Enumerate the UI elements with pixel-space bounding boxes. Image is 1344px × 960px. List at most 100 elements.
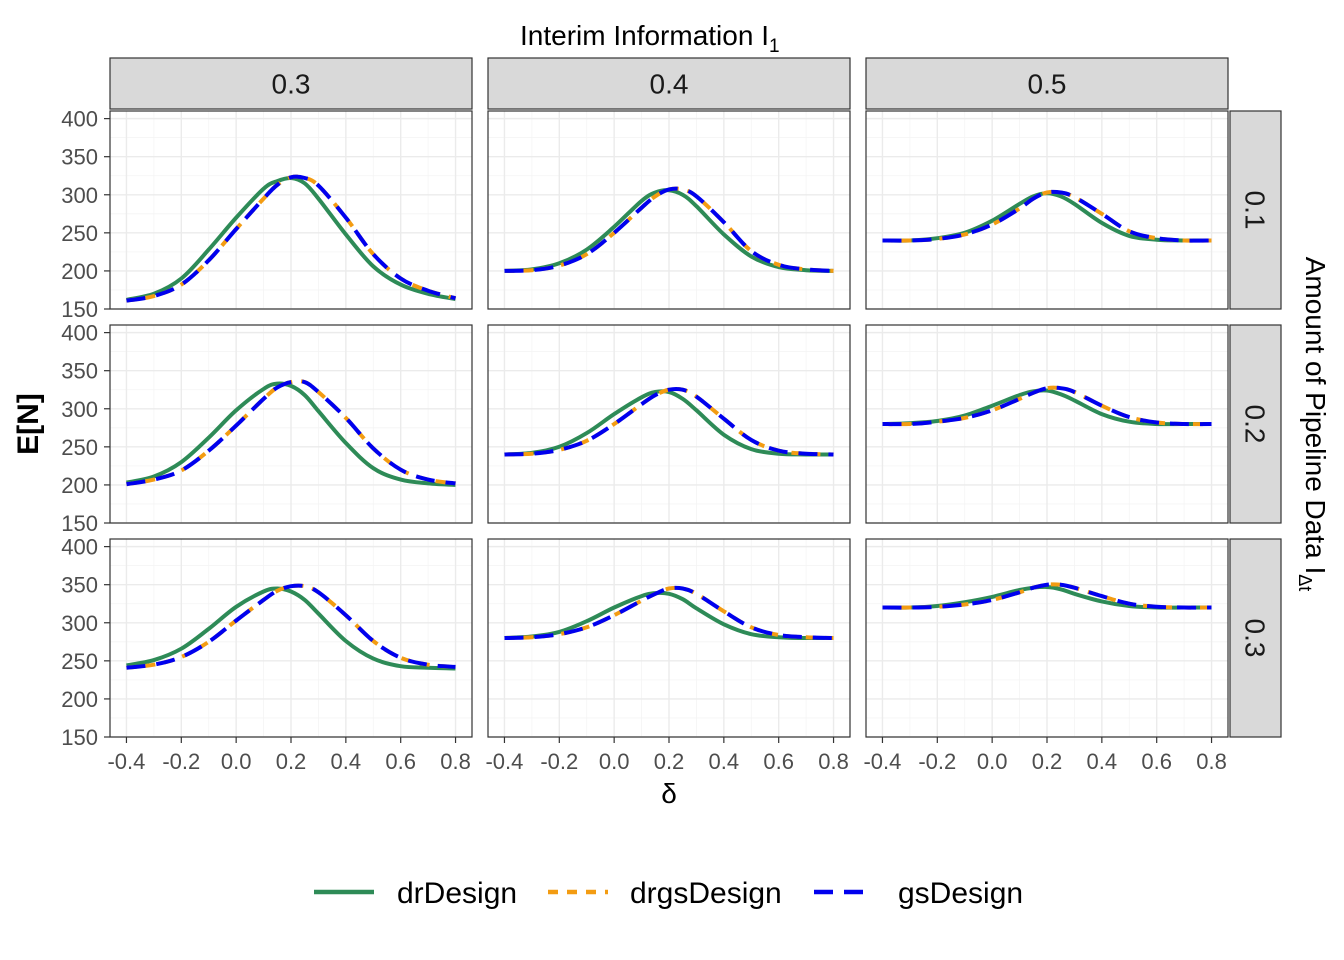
column-strip-0.5: 0.5 — [865, 57, 1229, 110]
series-line-gsDesign — [126, 379, 456, 487]
y-tick-label: 400 — [61, 107, 98, 132]
y-tick-label: 200 — [61, 687, 98, 712]
y-tick-label: 200 — [61, 259, 98, 284]
series-lines — [882, 189, 1212, 243]
series-lines — [126, 379, 456, 487]
panel-col-0.5-row-0.2 — [865, 324, 1229, 524]
panel-col-0.3-row-0.2 — [109, 324, 473, 524]
series-line-drDesign — [126, 586, 456, 671]
y-tick-label: 350 — [61, 359, 98, 384]
x-tick-label: 0.4 — [1087, 749, 1118, 774]
x-tick-label: -0.4 — [485, 749, 523, 774]
row-strip-label: 0.1 — [1240, 191, 1271, 230]
panel-border — [487, 110, 851, 310]
series-lines — [504, 186, 834, 273]
x-tick-label: 0.6 — [385, 749, 416, 774]
x-axis-label: δ — [661, 778, 677, 809]
series-line-gsDesign — [882, 189, 1212, 243]
x-tick-label: 0.0 — [977, 749, 1008, 774]
series-lines — [504, 585, 834, 641]
y-tick-label: 350 — [61, 145, 98, 170]
right-strip-title-subscript: Δt — [1295, 574, 1315, 591]
y-tick-label: 300 — [61, 397, 98, 422]
legend-label: drDesign — [397, 877, 517, 910]
series-line-gsDesign — [882, 582, 1212, 610]
y-tick-label: 350 — [61, 573, 98, 598]
x-tick-label: -0.4 — [863, 749, 901, 774]
y-tick-label: 300 — [61, 611, 98, 636]
x-tick-label: 0.8 — [440, 749, 471, 774]
row-strip-0.1: 0.1 — [1229, 110, 1282, 310]
series-line-drDesign — [504, 389, 834, 457]
row-strip-label: 0.3 — [1240, 619, 1271, 658]
series-line-gsDesign — [126, 583, 456, 670]
series-lines — [504, 386, 834, 457]
axes: 1502002503003504001502002503003504001502… — [61, 107, 1227, 774]
series-line-gsDesign — [126, 174, 457, 303]
y-tick-label: 200 — [61, 473, 98, 498]
y-tick-label: 150 — [61, 297, 98, 322]
panel-col-0.3-row-0.1 — [109, 110, 473, 310]
panel-col-0.5-row-0.1 — [865, 110, 1229, 310]
column-strip-label: 0.5 — [1028, 69, 1067, 100]
x-tick-label: 0.6 — [763, 749, 794, 774]
x-tick-label: 0.4 — [331, 749, 362, 774]
chart-title: Interim Information I1 — [520, 20, 780, 57]
panel-border — [487, 324, 851, 524]
x-tick-label: 0.2 — [654, 749, 685, 774]
panel-border — [109, 324, 473, 524]
panel-col-0.5-row-0.3 — [865, 538, 1229, 738]
row-strip-0.3: 0.3 — [1229, 538, 1282, 738]
column-strip-label: 0.3 — [272, 69, 311, 100]
series-line-gsDesign — [504, 386, 834, 457]
right-strip-title: Amount of Pipeline Data IΔt — [1295, 257, 1331, 592]
y-tick-label: 250 — [61, 221, 98, 246]
x-tick-label: -0.2 — [918, 749, 956, 774]
column-strip-0.4: 0.4 — [487, 57, 851, 110]
y-axis-label: E[N] — [12, 393, 45, 455]
series-line-gsDesign — [504, 186, 834, 273]
series-line-drDesign — [504, 590, 834, 641]
y-tick-label: 250 — [61, 435, 98, 460]
y-tick-label: 250 — [61, 649, 98, 674]
x-tick-label: -0.2 — [162, 749, 200, 774]
series-lines — [126, 174, 457, 303]
x-tick-label: 0.4 — [709, 749, 740, 774]
facet-grid: 0.3 0.4 0.5 0.1 0.2 0.3 — [109, 57, 1282, 738]
legend: drDesign drgsDesign gsDesign — [314, 877, 1023, 910]
x-tick-label: 0.8 — [818, 749, 849, 774]
x-tick-label: 0.8 — [1196, 749, 1227, 774]
panel-border — [865, 324, 1229, 524]
panel-col-0.3-row-0.3 — [109, 538, 473, 738]
legend-label: drgsDesign — [630, 877, 782, 910]
y-tick-label: 150 — [61, 511, 98, 536]
column-strip-label: 0.4 — [650, 69, 689, 100]
panel-col-0.4-row-0.2 — [487, 324, 851, 524]
legend-item-drDesign: drDesign — [314, 877, 517, 910]
panel-border — [865, 110, 1229, 310]
series-lines — [882, 385, 1212, 427]
panel-border — [109, 110, 473, 310]
x-tick-label: -0.4 — [107, 749, 145, 774]
panel-col-0.4-row-0.1 — [487, 110, 851, 310]
x-tick-label: 0.6 — [1141, 749, 1172, 774]
x-tick-label: 0.2 — [1032, 749, 1063, 774]
series-lines — [882, 582, 1212, 610]
panel-col-0.4-row-0.3 — [487, 538, 851, 738]
legend-item-gsDesign: gsDesign — [814, 877, 1023, 910]
y-tick-label: 400 — [61, 321, 98, 346]
legend-label: gsDesign — [898, 877, 1023, 910]
y-tick-label: 400 — [61, 535, 98, 560]
series-line-gsDesign — [504, 585, 834, 640]
y-tick-label: 300 — [61, 183, 98, 208]
series-lines — [126, 583, 456, 671]
series-line-drDesign — [126, 381, 456, 487]
x-tick-label: -0.2 — [540, 749, 578, 774]
series-line-gsDesign — [882, 385, 1212, 427]
column-strip-0.3: 0.3 — [109, 57, 473, 110]
row-strip-label: 0.2 — [1240, 405, 1271, 444]
row-strip-0.2: 0.2 — [1229, 324, 1282, 524]
chart-title-subscript: 1 — [769, 36, 780, 57]
y-tick-label: 150 — [61, 725, 98, 750]
